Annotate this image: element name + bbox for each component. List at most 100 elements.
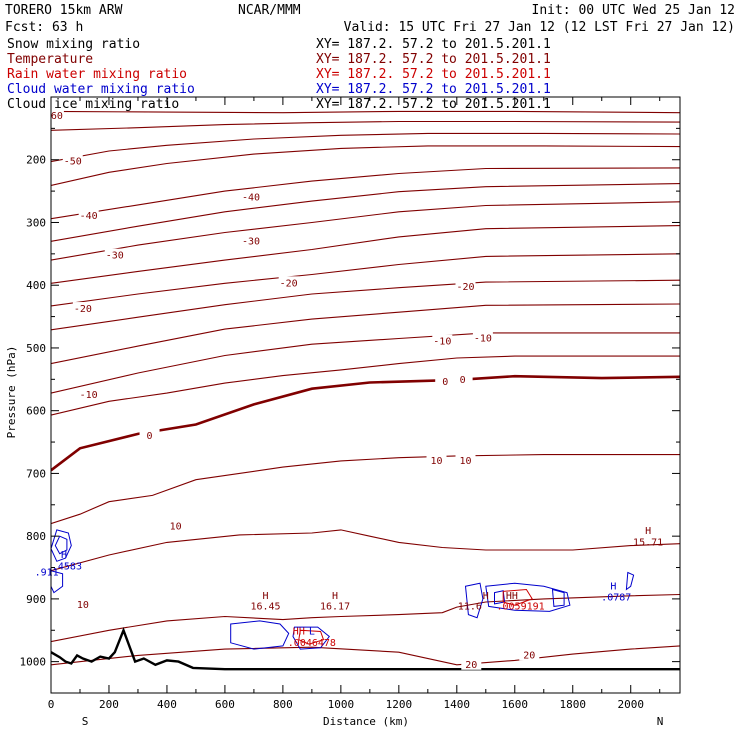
cloud-water-contour: [54, 535, 68, 555]
cloud-water-contour: [551, 588, 565, 607]
legend-field-xy: XY= 187.2. 57.2 to 201.5.201.1: [316, 97, 551, 112]
temperature-contour: [51, 145, 680, 187]
temperature-contour: [51, 167, 680, 220]
temperature-contour: [51, 110, 680, 114]
x-tick-label: 400: [157, 698, 177, 711]
legend-field-name: Snow mixing ratio: [7, 37, 140, 52]
north-end-label: N: [657, 715, 664, 728]
temperature-contour: [51, 120, 680, 131]
contour-label-bg: [62, 154, 83, 167]
contour-label-bg: [165, 519, 186, 532]
extremum-label: .0046478: [288, 638, 336, 649]
extremum-label: L: [309, 627, 315, 638]
cloud-water-contour: [292, 626, 330, 650]
forecast-hour: Fcst: 63 h: [5, 20, 83, 35]
extremum-label: HH: [506, 591, 518, 602]
contour-label: -20: [456, 282, 474, 293]
temperature-contour: [51, 374, 680, 472]
legend-field-xy: XY= 187.2. 57.2 to 201.5.201.1: [316, 67, 551, 82]
south-end-label: S: [82, 715, 89, 728]
rain-water-contour: [502, 588, 533, 606]
contour-label: 0: [147, 431, 153, 442]
legend-field-xy: XY= 187.2. 57.2 to 201.5.201.1: [316, 82, 551, 97]
contour-label: -60: [45, 111, 63, 122]
extremum-label: .0059191: [496, 601, 544, 612]
x-tick-label: 1400: [444, 698, 471, 711]
contour-label-bg: [51, 108, 64, 121]
contour-label: 0: [442, 377, 448, 388]
cloud-water-contour: [51, 570, 64, 594]
temperature-contour: [51, 645, 680, 666]
contour-label-bg: [455, 453, 476, 466]
y-tick-label: 500: [26, 342, 46, 355]
y-tick-label: 200: [26, 154, 46, 167]
contour-label: -50: [64, 157, 82, 168]
valid-time: Valid: 15 UTC Fri 27 Jan 12 (12 LST Fri …: [344, 20, 735, 35]
contour-label-bg: [78, 388, 99, 400]
contour-label: -40: [80, 211, 98, 222]
temperature-contour: [51, 253, 680, 307]
contour-label-bg: [241, 190, 262, 203]
contour-label-bg: [435, 374, 456, 387]
extremum-label: H: [610, 581, 616, 592]
extremum-label: 16.45: [250, 601, 280, 612]
x-tick-label: 1600: [502, 698, 529, 711]
temperature-contour: [51, 201, 680, 261]
y-tick-label: 1000: [20, 656, 47, 669]
y-axis-label: Pressure (hPa): [5, 346, 18, 439]
contour-label-bg: [104, 248, 125, 261]
extremum-label: 16.17: [320, 601, 350, 612]
temperature-contour: [51, 529, 680, 572]
extremum-label: H: [61, 550, 67, 561]
contour-label: 10: [77, 600, 89, 611]
model-title: TORERO 15km ARW: [5, 3, 123, 18]
temperature-contour: [51, 132, 680, 163]
contour-label-bg: [139, 428, 160, 441]
y-tick-label: 900: [26, 593, 46, 606]
plot-content: -60 -50 -40 -40 -30 -30 -20 -20 -20 -10 -10 -10 0 0 0 1…: [45, 108, 680, 671]
legend-field-xy: XY= 187.2. 57.2 to 201.5.201.1: [316, 52, 551, 67]
temperature-contour: [51, 225, 680, 284]
cloud-water-contour: [464, 582, 484, 619]
temperature-contour: [51, 279, 680, 331]
legend-field-name: Cloud ice mixing ratio: [7, 97, 179, 112]
contour-label-bg: [472, 331, 493, 344]
legend-field-name: Cloud water mixing ratio: [7, 82, 195, 97]
terrain-line: [51, 626, 680, 671]
contour-label: 20: [523, 650, 535, 661]
extremum-label: 15.71: [633, 537, 663, 548]
plot-frame: [50, 96, 681, 694]
contour-label-bg: [452, 372, 473, 385]
contour-label-bg: [519, 648, 540, 661]
contour-label: 20: [465, 660, 477, 671]
contour-label-bg: [461, 657, 482, 670]
extremum-label: 11.6: [458, 601, 482, 612]
contour-label: -30: [106, 251, 124, 262]
contour-label-bg: [72, 598, 93, 611]
extremum-label: HH: [293, 627, 305, 638]
cloud-water-contour: [230, 620, 290, 650]
temperature-contour: [51, 355, 680, 416]
contour-label-bg: [72, 302, 93, 315]
legend-field-name: Rain water mixing ratio: [7, 67, 187, 82]
x-tick-label: 600: [215, 698, 235, 711]
center-label: NCAR/MMM: [238, 3, 301, 18]
temperature-contour: [51, 303, 680, 365]
axes: 0 200 400 600 800 1000 1200 1400 1600 1800 2000200…: [20, 96, 681, 711]
contour-label: -30: [242, 236, 260, 247]
contour-label-bg: [432, 334, 453, 347]
temperature-contour: [51, 593, 680, 643]
x-tick-label: 0: [48, 698, 55, 711]
x-tick-label: 1000: [328, 698, 355, 711]
x-tick-label: 1200: [386, 698, 413, 711]
rain-water-contour: [298, 629, 325, 645]
temperature-contour: [51, 183, 680, 242]
plot-area: -60 -50 -40 -40 -30 -30 -20 -20 -20 -10 -10 -10 0 0 0 1…: [35, 108, 680, 671]
contour-label: -10: [80, 390, 98, 401]
extremum-label: H: [262, 591, 268, 602]
extremum-label: H: [483, 591, 489, 602]
extremum-label: H: [645, 526, 651, 537]
cloud-water-contour: [485, 582, 571, 612]
contour-label: -20: [280, 278, 298, 289]
contour-label-bg: [78, 209, 99, 222]
